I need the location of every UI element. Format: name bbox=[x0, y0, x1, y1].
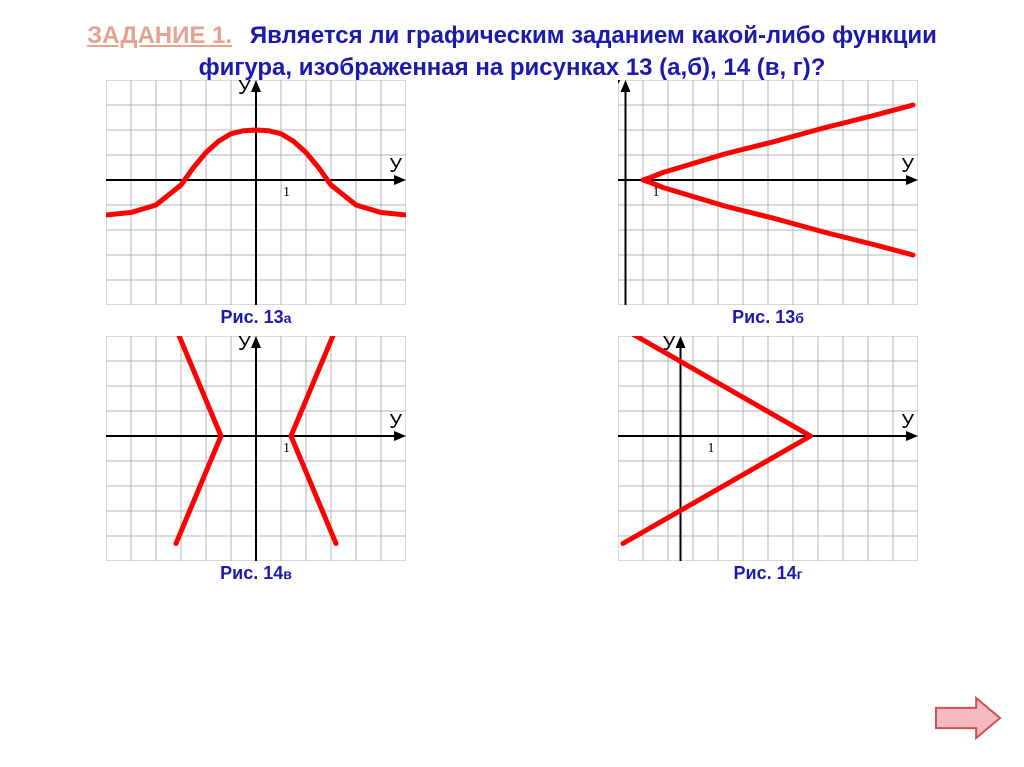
caption-text: Рис. 14 bbox=[220, 563, 283, 583]
caption-sub: б bbox=[795, 310, 804, 326]
caption-sub: в bbox=[283, 566, 292, 582]
next-arrow-button[interactable] bbox=[934, 696, 1002, 745]
svg-text:У: У bbox=[389, 155, 402, 177]
caption-text: Рис. 13 bbox=[221, 307, 284, 327]
task-number: ЗАДАНИЕ 1. bbox=[87, 22, 232, 49]
svg-text:У: У bbox=[618, 80, 621, 99]
chart-13a: У У 1 Рис. 13а bbox=[106, 80, 406, 328]
svg-text:У: У bbox=[238, 80, 251, 99]
charts-grid: УУ1 Рис. 13а УУ1 Рис. 13б УУ1 Рис. 14в У… bbox=[0, 80, 1024, 584]
caption-14c: Рис. 14в bbox=[106, 563, 406, 584]
task-header: ЗАДАНИЕ 1. Является ли графическим задан… bbox=[0, 0, 1024, 85]
svg-text:1: 1 bbox=[283, 441, 290, 456]
svg-text:У: У bbox=[389, 411, 402, 433]
chart-14c: У У 1 Рис. 14в bbox=[106, 336, 406, 584]
caption-text: Рис. 14 bbox=[734, 563, 797, 583]
chart-13b: УУ1 Рис. 13б bbox=[618, 80, 918, 328]
plot-14c: У У 1 bbox=[106, 336, 406, 561]
caption-14d: Рис. 14г bbox=[618, 563, 918, 584]
task-text: Является ли графическим заданием какой-л… bbox=[199, 22, 937, 81]
svg-text:У: У bbox=[238, 336, 251, 355]
svg-text:У: У bbox=[901, 155, 914, 177]
plot-14d: УУ1 bbox=[618, 336, 918, 561]
svg-text:У: У bbox=[901, 411, 914, 433]
caption-sub: а bbox=[284, 310, 292, 326]
plot-13a: У У 1 bbox=[106, 80, 406, 305]
svg-text:1: 1 bbox=[708, 441, 715, 456]
caption-13a: Рис. 13а bbox=[106, 307, 406, 328]
svg-text:1: 1 bbox=[283, 185, 290, 200]
caption-text: Рис. 13 bbox=[732, 307, 795, 327]
plot-13b: УУ1 bbox=[618, 80, 918, 305]
caption-13b: Рис. 13б bbox=[618, 307, 918, 328]
chart-14d: УУ1 Рис. 14г bbox=[618, 336, 918, 584]
arrow-right-icon bbox=[934, 696, 1002, 740]
caption-sub: г bbox=[797, 566, 803, 582]
